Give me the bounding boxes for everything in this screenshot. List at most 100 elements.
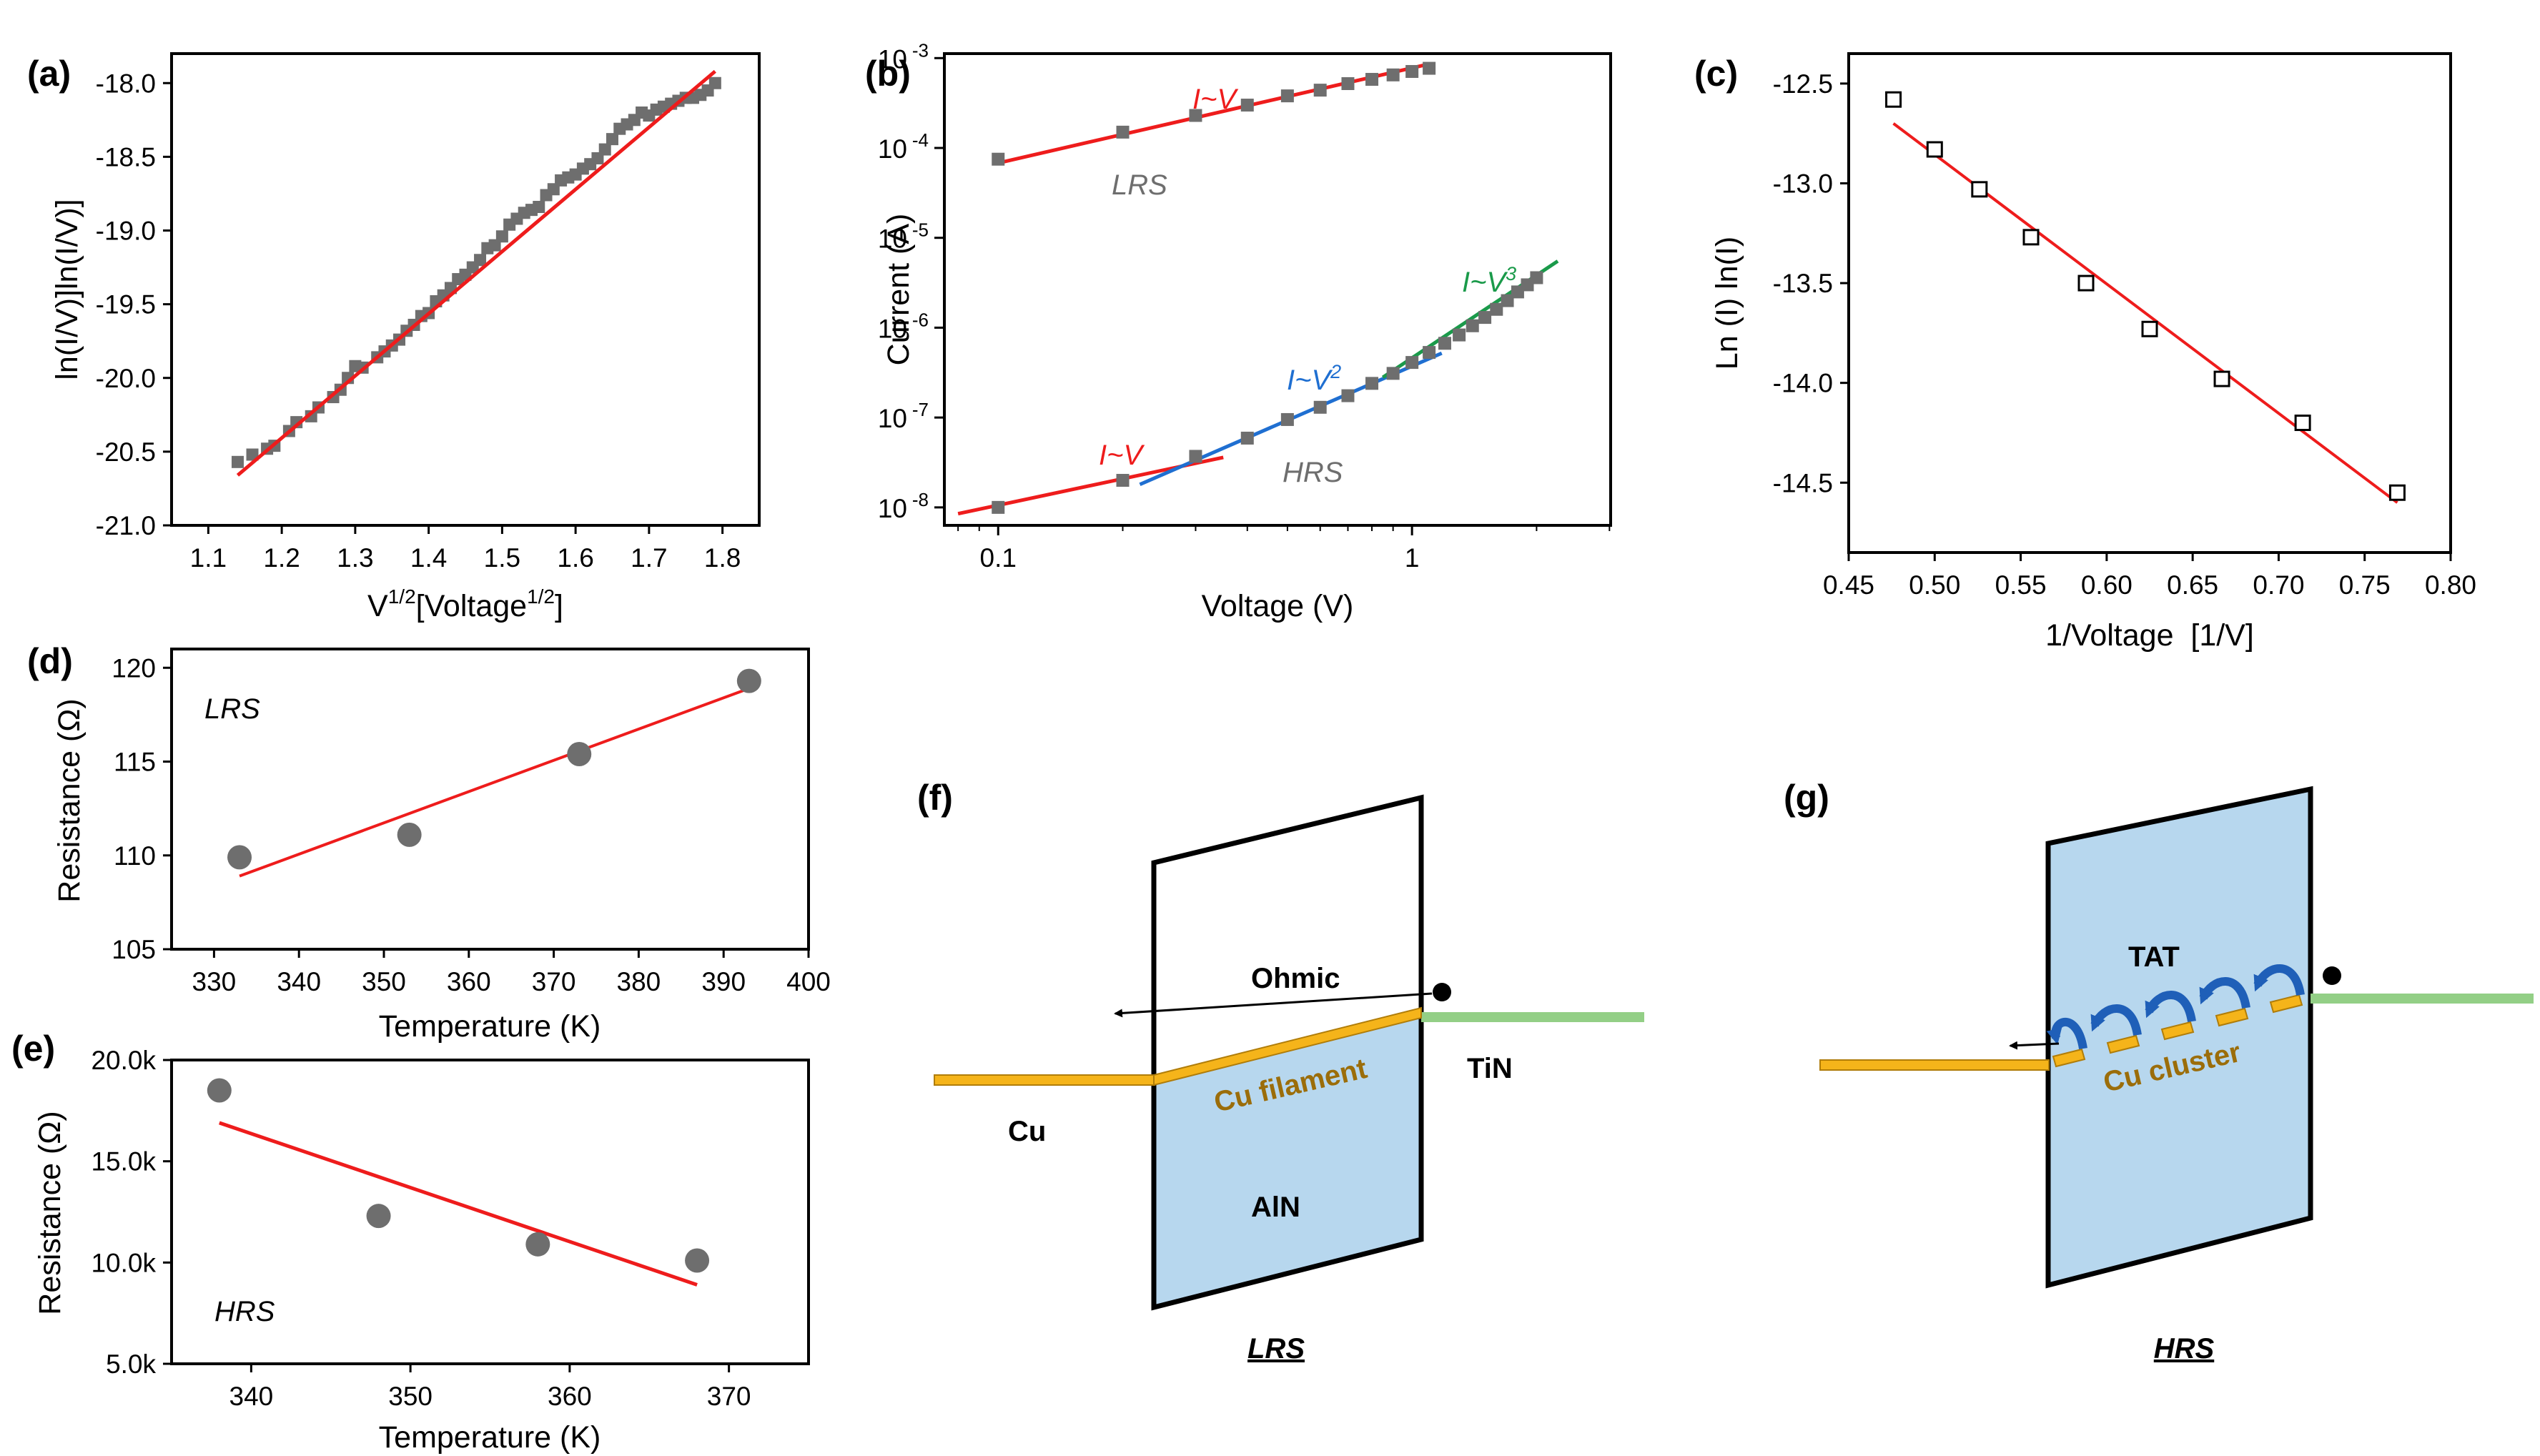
x-tick-label: 1.6 [557, 543, 593, 573]
y-tick-exponent: -4 [912, 129, 929, 151]
aln-frame-lrs [1151, 794, 1424, 1311]
cu-cluster-dashes [2052, 994, 2303, 1068]
y-tick-exponent: -6 [912, 309, 929, 330]
panel-label-e: (e) [11, 1029, 55, 1069]
x-tick-label: 340 [277, 967, 321, 996]
band-diagram-hrs: TAT Cu cluster HRS [1819, 786, 2534, 1365]
x-tick-label: 1.3 [337, 543, 373, 573]
data-point [207, 1078, 232, 1103]
data-point [1240, 99, 1254, 112]
annotation-iv2: I~V2 [1287, 361, 1341, 396]
band-diagram-lrs: Ohmic Cu filament Cu TiN AlN LRS [934, 794, 1644, 1365]
data-point [685, 1248, 710, 1273]
y-tick-exponent: -7 [912, 399, 929, 420]
x-tick-label: 340 [229, 1382, 274, 1411]
plot-frame-d [170, 648, 810, 951]
y-tick-label: 5.0k [106, 1349, 156, 1379]
fit-line-b [997, 62, 1430, 165]
annotation-iv3: I~V3 [1462, 263, 1516, 298]
y-axis-label-e: Resistance (Ω) [33, 1111, 67, 1314]
chart-panel-a: 1.1 1.2 1.3 1.4 1.5 1.6 1.7 1.8 -21.0 -20.5 -20.0 -… [50, 52, 761, 623]
data-point [246, 448, 259, 461]
data-point [2294, 415, 2311, 432]
label-cu: Cu [1008, 1116, 1046, 1147]
x-tick-label: 0.75 [2339, 570, 2391, 600]
x-tick-label: 0.45 [1823, 570, 1874, 600]
panel-label-b: (b) [865, 54, 911, 94]
label-state-lrs: LRS [1247, 1333, 1305, 1365]
data-point [1530, 271, 1543, 284]
annotation-d-lrs: LRS [204, 693, 260, 725]
annotation-e-hrs: HRS [214, 1296, 275, 1327]
aln-upper-gap-lrs [1154, 798, 1421, 1081]
y-axis-label-a: ln(I/V)]ln(I/V)] [50, 199, 84, 380]
y-tick-label: -21.0 [96, 511, 156, 540]
panel-label-c: (c) [1694, 54, 1738, 94]
label-state-hrs: HRS [2154, 1333, 2215, 1365]
annotation-hrs: HRS [1283, 457, 1343, 488]
data-point [1116, 125, 1130, 139]
y-tick-exponent: -8 [912, 489, 929, 510]
y-tick-label: -18.5 [96, 142, 156, 172]
data-point [1386, 68, 1400, 81]
data-point [1341, 389, 1355, 402]
data-point [1438, 337, 1451, 350]
x-tick-label: 350 [388, 1382, 433, 1411]
plot-frame-a [170, 52, 761, 527]
electron-dot-lrs [1433, 983, 1451, 1001]
data-point [1116, 474, 1130, 487]
y-tick-label: -20.5 [96, 437, 156, 467]
data-point [1405, 356, 1419, 370]
data-point [495, 230, 508, 243]
y-tick-label: -19.0 [96, 217, 156, 246]
escape-arrow [2009, 1041, 2060, 1050]
chart-panel-b: 0.1 110-810-710-610-510-410-3 I~V LRS I~V… [878, 39, 1612, 623]
x-tick-label: 0.1 [980, 543, 1017, 573]
data-point [1453, 328, 1466, 342]
y-tick-label: 10 [878, 44, 907, 74]
cu-electrode-hrs [1819, 1059, 2050, 1071]
x-tick-label: 360 [548, 1382, 592, 1411]
y-tick-label: 10 [878, 404, 907, 433]
ohmic-arrow [1114, 992, 1433, 1018]
x-tick-label: 0.80 [2425, 570, 2476, 600]
x-tick-label: 370 [707, 1382, 751, 1411]
y-tick-label: -13.0 [1773, 169, 1833, 198]
cu-electrode-lrs [934, 1074, 1155, 1086]
x-tick-label: 390 [701, 967, 746, 996]
x-axis-label-e: Temperature (K) [379, 1420, 601, 1455]
data-point [231, 455, 244, 468]
cu-cluster-segment [2215, 1007, 2249, 1027]
fit-line-c [1892, 122, 2398, 504]
data-point [1423, 346, 1436, 360]
y-axis-label-b: Current (A) [881, 214, 916, 366]
panel-label-f: (f) [917, 778, 953, 818]
data-point [1189, 109, 1202, 122]
y-tick-label: -18.0 [96, 69, 156, 98]
data-point [1466, 319, 1479, 332]
data-point [1511, 285, 1524, 299]
data-point [533, 201, 545, 213]
data-point [736, 668, 761, 693]
fit-line-a [236, 69, 716, 477]
x-tick-label: 1.7 [631, 543, 667, 573]
y-axis-label-d: Resistance (Ω) [52, 698, 87, 902]
tin-electrode-lrs [1421, 1012, 1644, 1022]
cu-cluster-segment [2269, 994, 2303, 1014]
tat-hop-arrow [2046, 1017, 2087, 1050]
chart-panel-c: 0.45 0.50 0.55 0.60 0.65 0.70 0.75 0.80 -14.5 -14… [1710, 52, 2476, 653]
x-tick-label: 0.65 [2167, 570, 2218, 600]
y-tick-label: 115 [114, 748, 156, 777]
data-point [1971, 181, 1988, 198]
y-tick-label: 120 [112, 653, 156, 683]
data-point [1885, 91, 1902, 108]
data-point [598, 143, 611, 156]
panel-label-g: (g) [1784, 778, 1829, 818]
cu-filament [1153, 1006, 1422, 1086]
tat-hop-arrow [2253, 964, 2305, 996]
x-tick-label: 330 [192, 967, 237, 996]
data-point [1405, 64, 1419, 78]
data-point [1189, 450, 1202, 463]
tat-hop-arrow [2199, 977, 2250, 1009]
plot-frame-b [943, 52, 1612, 527]
